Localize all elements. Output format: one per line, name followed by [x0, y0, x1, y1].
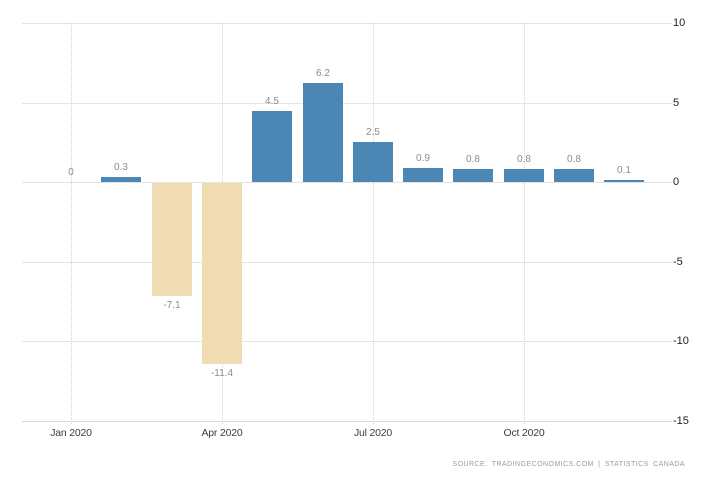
gridline-y-0 [22, 182, 672, 183]
bar-jul-2020 [353, 142, 393, 183]
bar-value-label: 0.8 [567, 154, 581, 166]
bar-apr-2020 [202, 183, 242, 365]
x-axis-label: Oct 2020 [503, 427, 545, 439]
bar-sep-2020 [453, 169, 493, 182]
bar-feb-2020 [101, 177, 141, 182]
source-attribution: SOURCE: TRADINGECONOMICS.COM | STATISTIC… [452, 461, 685, 468]
y-tick-label: -15 [673, 415, 689, 427]
gridline-x-jan-2020 [71, 23, 72, 424]
gridline-y--5 [22, 262, 672, 263]
bar-dec-2020 [604, 180, 644, 182]
bar-value-label: -7.1 [163, 299, 181, 311]
bar-may-2020 [252, 110, 292, 182]
bar-value-label: 0.8 [517, 154, 531, 166]
y-tick-label: -10 [673, 335, 689, 347]
bar-value-label: 4.5 [265, 95, 279, 107]
bar-value-label: 2.5 [366, 127, 380, 139]
bar-aug-2020 [403, 167, 443, 182]
x-axis-label: Jan 2020 [50, 427, 92, 439]
bar-value-label: 0.8 [466, 154, 480, 166]
bar-value-label: 0.9 [416, 152, 430, 164]
bar-jun-2020 [303, 83, 343, 182]
bar-value-label: 0 [68, 167, 74, 178]
bar-nov-2020 [554, 169, 594, 182]
gridline-y-5 [22, 103, 672, 104]
bar-value-label: 0.3 [114, 162, 128, 174]
gridline-y-10 [22, 23, 672, 24]
x-axis-label: Jul 2020 [353, 427, 393, 439]
bar-oct-2020 [504, 169, 544, 182]
bar-value-label: 0.1 [617, 165, 631, 177]
bar-mar-2020 [152, 183, 192, 296]
gridline-y--10 [22, 341, 672, 342]
gridline-x-oct-2020 [524, 23, 525, 424]
bar-value-label: -11.4 [210, 368, 234, 380]
gridline-x-jul-2020 [373, 23, 374, 424]
y-tick-label: 5 [673, 97, 680, 109]
y-tick-label: -5 [673, 256, 683, 268]
y-tick-label: 0 [673, 176, 680, 188]
bar-value-label: 6.2 [316, 68, 330, 80]
gridline-y--15 [22, 421, 672, 422]
y-tick-label: 10 [673, 17, 686, 29]
x-axis-label: Apr 2020 [201, 427, 243, 439]
